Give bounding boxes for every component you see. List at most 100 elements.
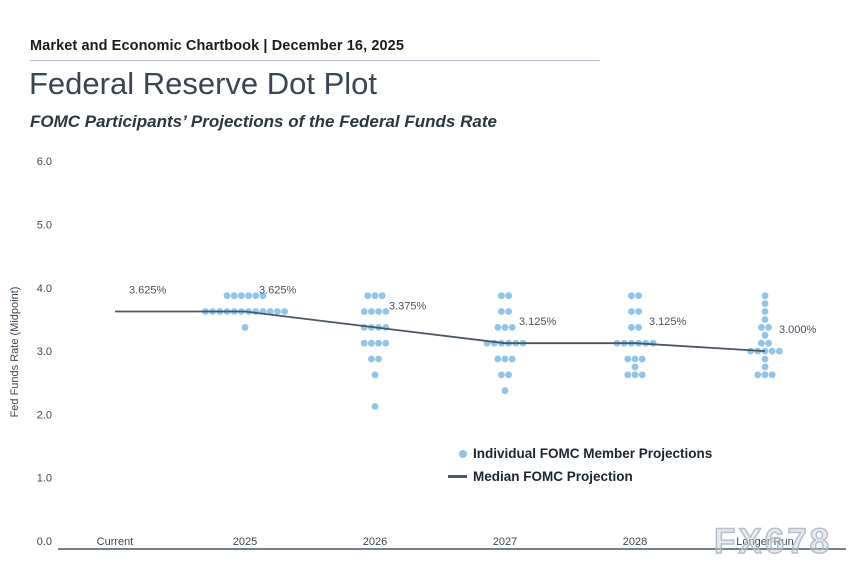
fomc-dot xyxy=(758,339,765,347)
fomc-dot xyxy=(364,292,372,300)
fomc-dot xyxy=(382,308,390,315)
fomc-dot xyxy=(223,292,231,300)
fomc-dot xyxy=(498,292,505,300)
fomc-dot xyxy=(368,308,375,315)
fomc-dot xyxy=(628,308,635,315)
fomc-dot xyxy=(368,355,375,363)
x-tick-label: 2026 xyxy=(363,536,387,548)
median-value-label: 3.625% xyxy=(129,285,167,297)
legend-dot-icon xyxy=(459,449,467,458)
y-tick-label: 4.0 xyxy=(37,283,52,295)
fomc-dot xyxy=(768,347,776,355)
x-tick-label: Longer Run xyxy=(736,536,794,548)
fomc-dot xyxy=(245,292,253,300)
median-line xyxy=(115,310,766,352)
median-value-label: 3.375% xyxy=(389,300,427,312)
fomc-dot xyxy=(505,371,512,379)
fomc-dot xyxy=(238,292,245,300)
fomc-dot xyxy=(624,355,632,363)
fomc-dot xyxy=(761,363,769,371)
fomc-dot xyxy=(768,371,776,379)
fomc-dot xyxy=(505,308,512,315)
fomc-dot xyxy=(360,308,368,315)
fomc-dot xyxy=(252,292,260,300)
fomc-dot xyxy=(501,324,509,331)
x-tick-label: 2027 xyxy=(493,536,517,548)
fomc-dot xyxy=(375,308,382,315)
fomc-dot xyxy=(498,308,505,315)
fomc-dot xyxy=(761,292,769,300)
legend-line-icon xyxy=(448,475,467,478)
fomc-dot xyxy=(638,371,646,379)
fomc-dot xyxy=(501,387,509,395)
median-value-label: 3.000% xyxy=(779,324,817,336)
y-tick-label: 2.0 xyxy=(37,409,52,421)
fomc-dot xyxy=(761,316,769,323)
legend-label-median: Median FOMC Projection xyxy=(473,469,633,484)
median-value-label: 3.125% xyxy=(649,316,687,328)
y-tick-label: 0.0 xyxy=(37,536,52,548)
x-tick-label: 2025 xyxy=(233,536,257,548)
fomc-dot xyxy=(761,300,769,307)
fomc-dot xyxy=(375,339,382,347)
fomc-dot xyxy=(649,339,657,347)
fomc-dot xyxy=(754,371,762,379)
fomc-dot xyxy=(761,355,769,363)
fomc-dot xyxy=(371,292,379,300)
fomc-dot xyxy=(624,371,632,379)
fomc-dot xyxy=(635,292,642,300)
fomc-dot xyxy=(501,355,509,363)
y-axis-title: Fed Funds Rate (Midpoint) xyxy=(9,287,21,418)
fomc-dot xyxy=(765,324,772,331)
watermark: FX678 xyxy=(713,521,833,562)
fomc-dot xyxy=(508,355,516,363)
fomc-dot xyxy=(631,371,639,379)
legend-item-median: Median FOMC Projection xyxy=(441,465,712,488)
fomc-dot xyxy=(274,308,281,315)
fomc-dot xyxy=(505,292,512,300)
fomc-dot xyxy=(508,324,516,331)
fomc-dot xyxy=(498,371,505,379)
fomc-dot xyxy=(631,363,639,371)
fomc-dot xyxy=(765,339,772,347)
chart-legend: Individual FOMC Member Projections Media… xyxy=(441,442,712,488)
fomc-dot xyxy=(761,371,769,379)
chartbook-header: Market and Economic Chartbook | December… xyxy=(30,38,405,54)
fomc-dot xyxy=(494,324,502,331)
fomc-dot xyxy=(371,371,379,379)
fomc-dot xyxy=(241,324,249,331)
fomc-dot xyxy=(758,324,765,331)
fomc-dot xyxy=(371,403,379,410)
legend-label-dots: Individual FOMC Member Projections xyxy=(473,446,713,461)
legend-item-dots: Individual FOMC Member Projections xyxy=(441,442,712,465)
y-tick-label: 5.0 xyxy=(37,220,52,232)
fomc-dot xyxy=(638,355,646,363)
fomc-dot xyxy=(230,292,238,300)
fomc-dot xyxy=(628,292,635,300)
median-value-label: 3.625% xyxy=(259,285,297,297)
fomc-dot xyxy=(382,339,390,347)
y-tick-label: 3.0 xyxy=(37,346,52,358)
fomc-dot xyxy=(378,292,386,300)
y-tick-label: 6.0 xyxy=(37,156,52,168)
fomc-dot xyxy=(635,308,642,315)
chart-subtitle: FOMC Participants’ Projections of the Fe… xyxy=(30,112,497,131)
x-tick-label: Current xyxy=(97,536,134,548)
fomc-dot xyxy=(635,324,642,331)
fomc-dot xyxy=(266,308,274,315)
fomc-dot xyxy=(360,339,368,347)
fomc-dot xyxy=(761,308,769,315)
fomc-dot xyxy=(628,324,635,331)
header-divider xyxy=(30,60,600,61)
fomc-dot xyxy=(281,308,288,315)
x-tick-label: 2028 xyxy=(623,536,647,548)
fomc-dot xyxy=(368,339,375,347)
fomc-dot xyxy=(259,292,267,300)
fomc-dot xyxy=(631,355,639,363)
fomc-dot xyxy=(761,331,769,339)
median-value-label: 3.125% xyxy=(519,316,557,328)
y-tick-label: 1.0 xyxy=(37,473,52,485)
page-title: Federal Reserve Dot Plot xyxy=(29,66,378,101)
